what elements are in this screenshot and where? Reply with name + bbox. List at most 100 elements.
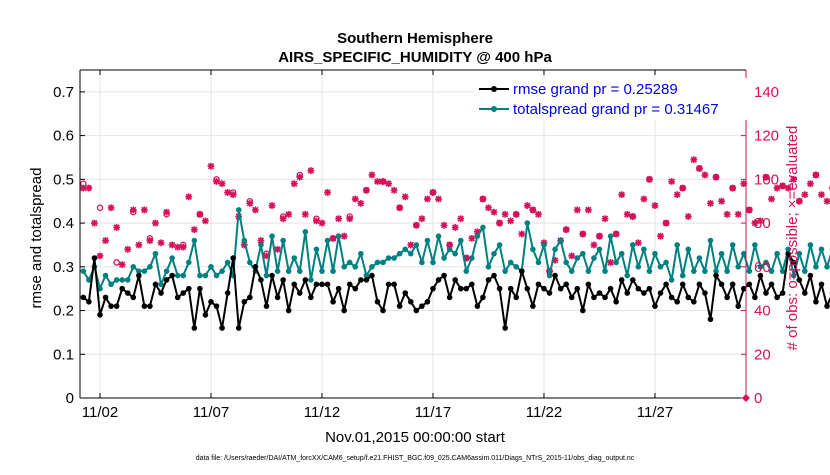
spread-point (685, 247, 691, 253)
obs-evaluated-marker (824, 198, 830, 205)
spread-point (280, 238, 286, 244)
spread-point (602, 268, 608, 274)
obs-evaluated-marker (152, 220, 159, 227)
spread-point (125, 277, 131, 283)
rmse-point (158, 290, 164, 296)
spread-point (802, 268, 808, 274)
obs-evaluated-marker (457, 215, 464, 222)
spread-point (408, 251, 414, 257)
obs-evaluated-marker (135, 242, 142, 249)
obs-evaluated-marker (696, 165, 703, 172)
x-axis-label: Nov.01,2015 00:00:00 start (325, 429, 506, 446)
spread-point (214, 273, 220, 279)
spread-point (724, 268, 730, 274)
obs-evaluated-marker (491, 209, 498, 216)
obs-evaluated-marker (435, 196, 442, 203)
spread-point (386, 255, 392, 261)
spread-point (508, 260, 514, 266)
spread-point (436, 233, 442, 239)
spread-point (425, 238, 431, 244)
spread-point (752, 242, 758, 248)
obs-evaluated-marker (685, 213, 692, 220)
obs-evaluated-marker (663, 220, 670, 227)
obs-evaluated-marker (307, 167, 314, 174)
spread-point (192, 238, 198, 244)
rmse-point (658, 290, 664, 296)
obs-evaluated-marker (729, 185, 736, 192)
rmse-point (380, 308, 386, 314)
legend-rmse-label: rmse grand pr = 0.25289 (513, 81, 678, 98)
spread-point (580, 251, 586, 257)
rmse-point (142, 303, 148, 309)
obs-evaluated-marker (296, 174, 303, 181)
spread-point (241, 238, 247, 244)
rmse-point (713, 273, 719, 279)
spread-point (247, 260, 253, 266)
rmse-point (81, 295, 87, 301)
obs-evaluated-marker (141, 207, 148, 214)
obs-evaluated-marker (413, 222, 420, 229)
obs-evaluated-marker (119, 261, 126, 268)
rmse-point (108, 303, 114, 309)
spread-point (197, 273, 203, 279)
rmse-point (86, 299, 92, 305)
rmse-point (219, 325, 225, 331)
rmse-point (391, 281, 397, 287)
rmse-point (436, 277, 442, 283)
rmse-point (552, 273, 558, 279)
spread-point (813, 264, 819, 270)
obs-evaluated-marker (357, 200, 364, 207)
spread-point (164, 268, 170, 274)
obs-evaluated-marker (768, 196, 775, 203)
spread-point (624, 273, 630, 279)
obs-evaluated-marker (468, 235, 475, 242)
legend: rmse grand pr = 0.25289 totalspread gran… (474, 78, 748, 120)
rmse-point (253, 264, 259, 270)
rmse-point (364, 277, 370, 283)
spread-point (547, 273, 553, 279)
rmse-point (480, 295, 486, 301)
obs-evaluated-marker (191, 226, 198, 233)
spread-point (419, 260, 425, 266)
rmse-point (330, 299, 336, 305)
obs-evaluated-marker (302, 211, 309, 218)
obs-evaluated-marker (291, 180, 298, 187)
spread-point (735, 264, 741, 270)
y-tick-label: 0.6 (53, 128, 74, 145)
y2-tick-label: 60 (754, 259, 771, 276)
rmse-point (264, 303, 270, 309)
obs-evaluated-marker (452, 224, 459, 231)
rmse-point (180, 290, 186, 296)
rmse-point (303, 277, 309, 283)
obs-evaluated-marker (524, 202, 531, 209)
obs-evaluated-marker (718, 198, 725, 205)
spread-point (586, 268, 592, 274)
obs-evaluated-marker (369, 172, 376, 179)
spread-point (297, 268, 303, 274)
obs-evaluated-marker (391, 187, 398, 194)
rmse-point (813, 299, 819, 305)
rmse-point (341, 308, 347, 314)
rmse-point (97, 312, 103, 318)
obs-evaluated-marker (646, 176, 653, 183)
rmse-point (153, 281, 159, 287)
rmse-point (308, 295, 314, 301)
rmse-point (597, 290, 603, 296)
rmse-point (225, 290, 231, 296)
rmse-point (824, 303, 830, 309)
rmse-point (680, 281, 686, 287)
rmse-point (297, 290, 303, 296)
spread-point (347, 260, 353, 266)
rmse-point (247, 295, 253, 301)
obs-evaluated-marker (724, 211, 731, 218)
rmse-point (236, 325, 242, 331)
spread-point (286, 268, 292, 274)
spread-point (819, 247, 825, 253)
x-tick-label: 11/12 (304, 404, 340, 421)
rmse-point (269, 273, 275, 279)
spread-point (536, 260, 542, 266)
x-tick-label: 11/02 (82, 404, 118, 421)
rmse-point (536, 281, 542, 287)
rmse-point (586, 281, 592, 287)
spread-point (303, 229, 309, 235)
